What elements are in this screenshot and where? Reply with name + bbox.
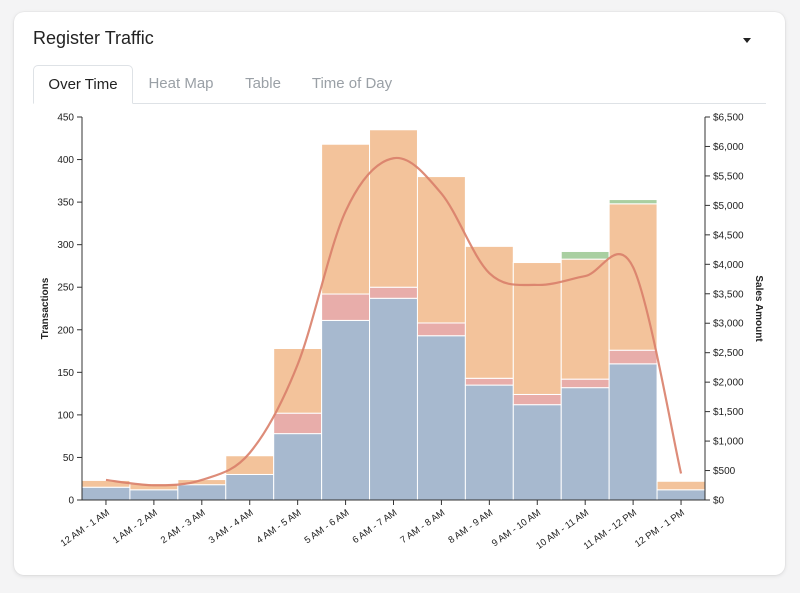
bar-segment-blue (608, 363, 658, 501)
y-tick-label: 150 (57, 368, 74, 379)
bar-segment-orange (369, 129, 418, 288)
bar-segment-blue (273, 433, 323, 501)
x-tick-label: 12 PM - 1 PM (633, 507, 687, 549)
bar-segment-blue (512, 404, 562, 501)
card-title: Register Traffic (33, 28, 154, 48)
bar-segment-pink (608, 349, 658, 365)
x-tick-label: 1 AM - 2 AM (111, 507, 160, 546)
bar-segment-pink (464, 377, 514, 386)
bar-segment-orange (225, 455, 275, 475)
y2-tick-label: $2,500 (713, 348, 744, 359)
tab-time-of-day[interactable]: Time of Day (311, 75, 393, 92)
y2-tick-label: $1,000 (713, 437, 744, 448)
y2-tick-label: $5,500 (713, 171, 744, 182)
bar-segment-green (608, 199, 658, 205)
y-tick-label: 50 (63, 453, 75, 464)
y-tick-label: 300 (57, 240, 74, 251)
bar-segment-blue (225, 473, 275, 501)
y2-tick-label: $4,500 (713, 230, 744, 241)
x-tick-label: 8 AM - 9 AM (446, 507, 495, 546)
bar-segment-blue (81, 486, 131, 501)
bar-segment-blue (369, 297, 418, 501)
bar-segment-blue (464, 384, 514, 501)
x-tick-label: 2 AM - 3 AM (159, 507, 208, 546)
sales-amount-line (105, 156, 683, 487)
x-tick-label: 5 AM - 6 AM (303, 507, 352, 546)
bar-segment-pink (560, 378, 610, 389)
y-axis-title: Transactions (40, 277, 51, 339)
y2-tick-label: $500 (713, 466, 736, 477)
bar-segment-pink (369, 286, 418, 299)
x-tick-label: 7 AM - 8 AM (398, 507, 447, 546)
bar-segment-blue (321, 319, 371, 501)
bar-segment-orange (608, 203, 658, 351)
bar-segment-green (560, 250, 610, 260)
bar-segment-pink (273, 412, 323, 435)
y-tick-label: 400 (57, 155, 74, 166)
x-tick-label: 4 AM - 5 AM (255, 507, 304, 546)
y-tick-label: 450 (57, 113, 74, 124)
bar-segment-orange (321, 143, 371, 295)
y-tick-label: 0 (68, 496, 74, 507)
bar-segment-orange (656, 480, 706, 491)
bar-segment-blue (560, 387, 610, 501)
y2-tick-label: $0 (713, 496, 725, 507)
bar-segment-orange (273, 348, 323, 414)
y2-tick-label: $6,500 (713, 113, 744, 124)
bar-segment-blue (416, 335, 466, 501)
y-tick-label: 350 (57, 198, 74, 209)
x-tick-label: 11 AM - 12 PM (582, 507, 639, 552)
y2-tick-label: $4,000 (713, 260, 744, 271)
x-tick-label: 12 AM - 1 AM (59, 507, 112, 549)
x-tick-label: 3 AM - 4 AM (207, 507, 256, 546)
x-tick-label: 6 AM - 7 AM (351, 507, 400, 546)
bar-segment-blue (177, 484, 227, 501)
y2-tick-label: $2,000 (713, 378, 744, 389)
y2-tick-label: $3,500 (713, 289, 744, 300)
y2-tick-label: $6,000 (713, 142, 744, 153)
bar-segment-pink (321, 293, 371, 321)
y2-axis-title: Sales Amount (753, 275, 764, 342)
bar-segment-blue (656, 489, 706, 501)
bar-segment-pink (512, 393, 562, 406)
y2-tick-label: $5,000 (713, 201, 744, 212)
caret-down-icon[interactable] (743, 38, 751, 43)
y-tick-label: 100 (57, 410, 74, 421)
tab-over-time[interactable]: Over Time (33, 65, 133, 104)
bar-segment-pink (416, 322, 466, 337)
tab-table[interactable]: Table (245, 75, 281, 92)
bar-segment-blue (129, 489, 179, 501)
tab-bar: Over Time Heat Map Table Time of Day (33, 65, 766, 104)
bar-segment-orange (416, 176, 466, 324)
bar-segment-orange (464, 245, 514, 379)
y-tick-label: 200 (57, 325, 74, 336)
y2-tick-label: $3,000 (713, 319, 744, 330)
tab-heat-map[interactable]: Heat Map (148, 75, 214, 92)
y-tick-label: 250 (57, 283, 74, 294)
y2-tick-label: $1,500 (713, 407, 744, 418)
